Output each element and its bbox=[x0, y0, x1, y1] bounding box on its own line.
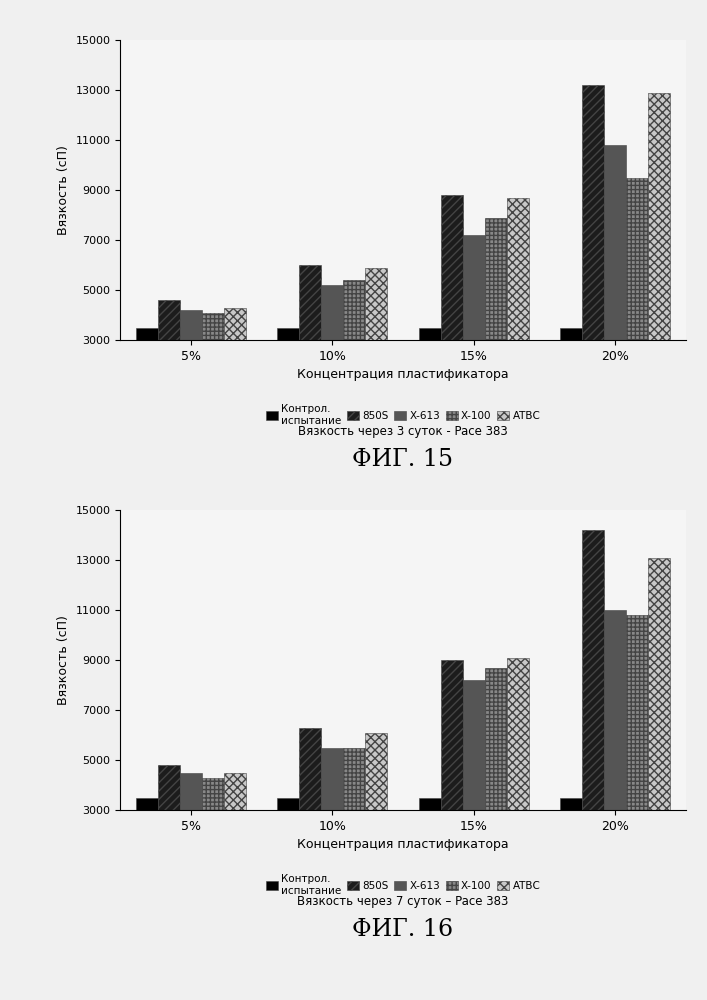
Text: Вязкость через 7 суток – Pace 383: Вязкость через 7 суток – Pace 383 bbox=[298, 895, 508, 908]
Bar bbox=[366, 732, 387, 885]
Bar bbox=[604, 145, 626, 415]
Bar bbox=[158, 300, 180, 415]
Bar bbox=[277, 328, 299, 415]
Bar bbox=[626, 178, 648, 415]
Bar bbox=[419, 328, 440, 415]
Bar bbox=[180, 772, 202, 885]
Legend: Контрол.
испытание, 850S, Х-613, Х-100, АТВС: Контрол. испытание, 850S, Х-613, Х-100, … bbox=[262, 870, 544, 900]
Bar bbox=[485, 218, 507, 415]
Bar bbox=[462, 235, 485, 415]
Y-axis label: Вязкость (сП): Вязкость (сП) bbox=[57, 145, 70, 235]
Text: Вязкость через 3 суток - Pace 383: Вязкость через 3 суток - Pace 383 bbox=[298, 425, 508, 438]
Bar bbox=[299, 728, 321, 885]
Bar bbox=[648, 558, 670, 885]
Bar bbox=[462, 680, 485, 885]
Legend: Контрол.
испытание, 850S, Х-613, Х-100, АТВС: Контрол. испытание, 850S, Х-613, Х-100, … bbox=[262, 400, 544, 430]
Bar bbox=[582, 530, 604, 885]
Bar bbox=[648, 93, 670, 415]
Bar bbox=[419, 798, 440, 885]
Bar bbox=[321, 285, 344, 415]
Text: ФИГ. 15: ФИГ. 15 bbox=[353, 448, 453, 471]
Bar bbox=[321, 748, 344, 885]
Bar bbox=[560, 328, 582, 415]
Bar bbox=[507, 198, 529, 415]
Bar bbox=[136, 798, 158, 885]
Bar bbox=[366, 267, 387, 415]
Bar bbox=[344, 748, 366, 885]
X-axis label: Концентрация пластификатора: Концентрация пластификатора bbox=[297, 368, 509, 381]
Bar bbox=[202, 778, 224, 885]
Bar bbox=[224, 308, 246, 415]
Bar bbox=[560, 798, 582, 885]
Bar bbox=[158, 765, 180, 885]
Y-axis label: Вязкость (сП): Вязкость (сП) bbox=[57, 615, 70, 705]
Bar bbox=[180, 310, 202, 415]
Bar bbox=[224, 772, 246, 885]
Bar bbox=[440, 195, 462, 415]
Bar bbox=[626, 615, 648, 885]
X-axis label: Концентрация пластификатора: Концентрация пластификатора bbox=[297, 838, 509, 851]
Bar bbox=[344, 280, 366, 415]
Bar bbox=[440, 660, 462, 885]
Bar bbox=[582, 85, 604, 415]
Bar bbox=[299, 265, 321, 415]
Bar bbox=[277, 798, 299, 885]
Bar bbox=[604, 610, 626, 885]
Bar bbox=[485, 668, 507, 885]
Bar bbox=[507, 658, 529, 885]
Bar bbox=[202, 313, 224, 415]
Bar bbox=[136, 328, 158, 415]
Text: ФИГ. 16: ФИГ. 16 bbox=[352, 918, 454, 941]
